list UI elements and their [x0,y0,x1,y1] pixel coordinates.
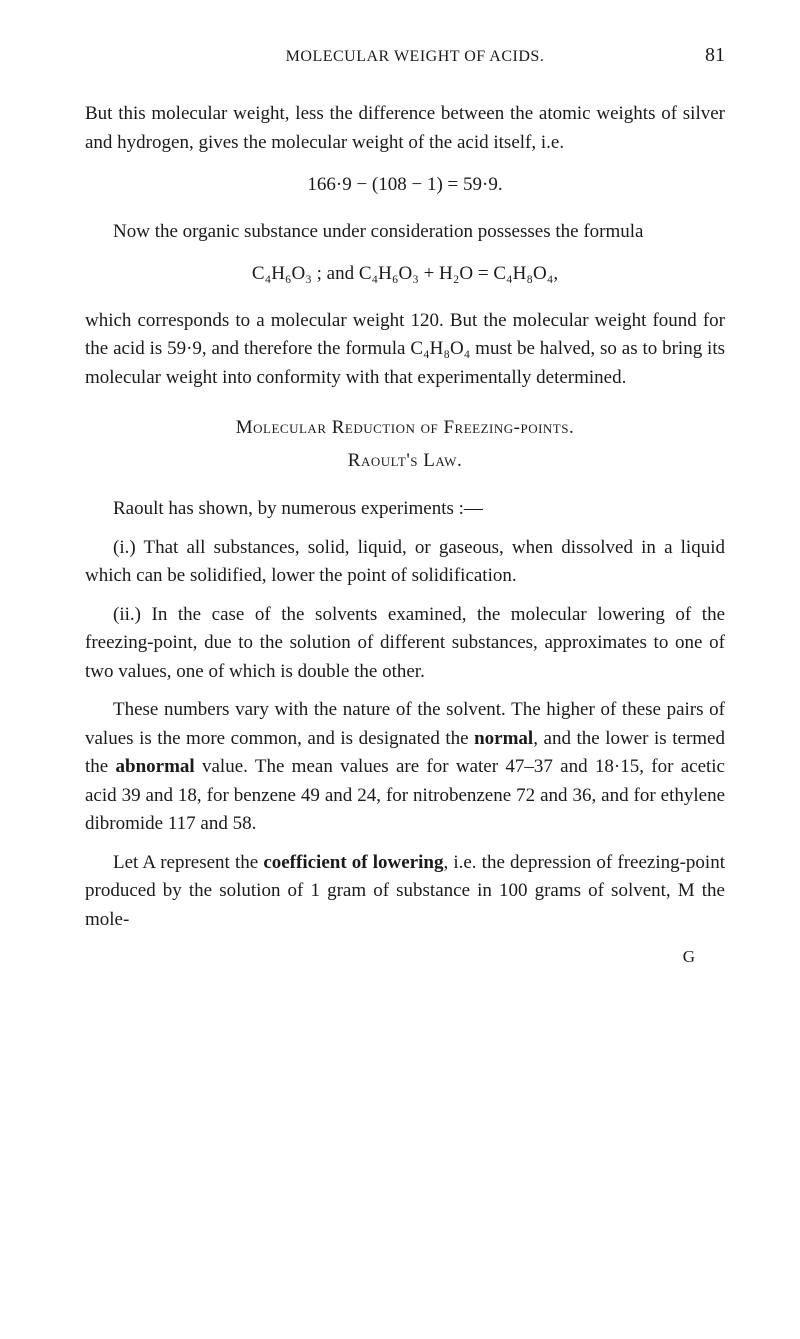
para-7: These numbers vary with the nature of th… [85,696,725,839]
normal-term: normal [474,728,533,749]
section-heading-1: Molecular Reduction of Freezing-points. [85,414,725,443]
para-2: Now the organic substance under consider… [85,218,725,247]
para-8-text-1: Let A represent the [113,852,263,873]
coefficient-term: coefficient of lowering [263,852,443,873]
signature-mark: G [85,944,725,970]
formula-2: C₄H₆O₃ ; and C₄H₆O₃ + H₂O = C₄H₈O₄, [85,260,725,289]
section-heading-2: Raoult's Law. [85,447,725,476]
abnormal-term: abnormal [116,756,195,777]
running-head: MOLECULAR WEIGHT OF ACIDS. [125,45,705,69]
para-8: Let A represent the coefficient of lower… [85,849,725,935]
para-1: But this molecular weight, less the diff… [85,100,725,157]
formula-1: 166·9 − (108 − 1) = 59·9. [85,171,725,200]
page-number: 81 [705,40,725,70]
page-header: MOLECULAR WEIGHT OF ACIDS. 81 [85,40,725,70]
para-3: which corresponds to a molecular weight … [85,307,725,393]
para-5: (i.) That all substances, solid, liquid,… [85,534,725,591]
para-6: (ii.) In the case of the solvents examin… [85,601,725,687]
para-4: Raoult has shown, by numerous experiment… [85,495,725,524]
